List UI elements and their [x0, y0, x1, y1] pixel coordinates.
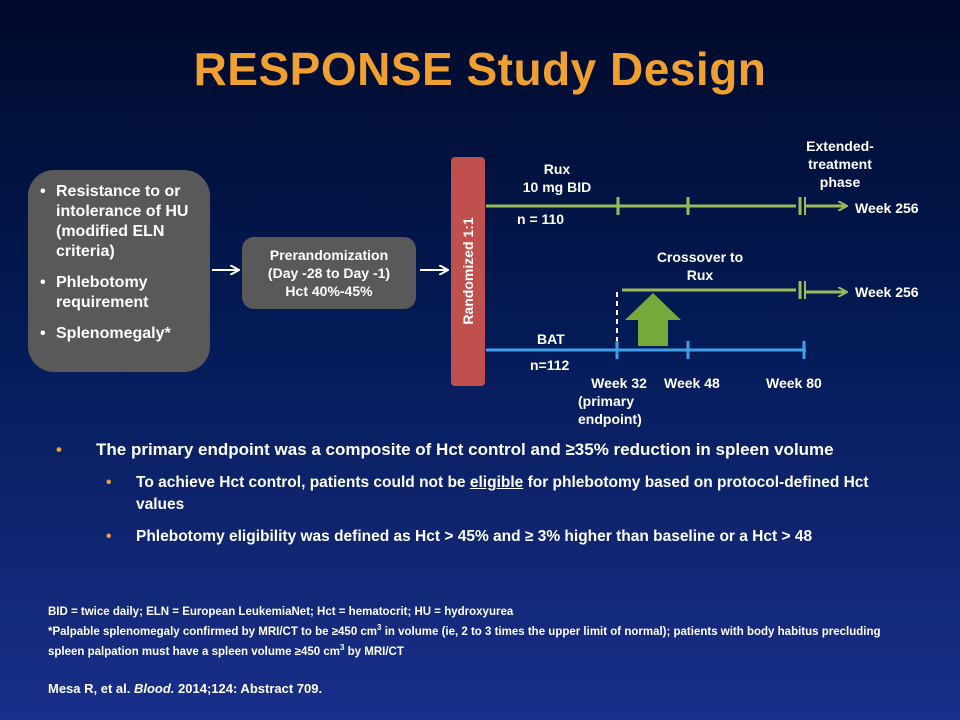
prerand-line: Prerandomization [269, 247, 389, 263]
week32-line: endpoint) [578, 411, 642, 427]
slide-title: RESPONSE Study Design [193, 43, 767, 95]
prerand-line: (Day -28 to Day -1) [267, 265, 391, 281]
rux-week256-label: Week 256 [855, 200, 919, 216]
citation: Mesa R, et al. Blood. 2014;124: Abstract… [48, 681, 322, 696]
bullet-text: To achieve Hct control, patients could n… [136, 474, 470, 491]
primary-endpoint-bullet: The primary endpoint was a composite of … [56, 438, 916, 462]
extended-line: Extended- [806, 138, 874, 154]
prerandomization-box: Prerandomization (Day -28 to Day -1) Hct… [242, 237, 416, 309]
rux-name: Rux [543, 161, 571, 177]
eligibility-criteria-box: Resistance to or intolerance of HU (modi… [28, 170, 210, 372]
rux-dose: 10 mg BID [522, 179, 592, 195]
week32-line: Week 32 [591, 375, 647, 391]
criteria-item: Phlebotomy requirement [36, 273, 200, 313]
footnotes: BID = twice daily; ELN = European Leukem… [48, 604, 908, 660]
bat-arm-label: BAT [537, 331, 565, 347]
bat-n-label: n=112 [530, 357, 570, 373]
week32-line: (primary [578, 393, 635, 409]
crossover-up-arrow [625, 293, 681, 346]
eligible-underlined: eligible [469, 474, 524, 491]
rux-n-label: n = 110 [517, 211, 565, 227]
week32-label: Week 32 (primary endpoint) [574, 374, 664, 428]
extended-line: treatment [808, 156, 872, 172]
prerand-line: Hct 40%-45% [285, 283, 373, 299]
week48-label: Week 48 [664, 375, 720, 391]
randomized-box [451, 157, 485, 386]
footnote-text: by MRI/CT [344, 645, 404, 658]
citation-authors: Mesa R, et al. [48, 681, 134, 696]
splenomegaly-footnote: *Palpable splenomegaly confirmed by MRI/… [48, 620, 908, 660]
endpoint-bullets: The primary endpoint was a composite of … [56, 438, 916, 548]
rux-arm-label: Rux 10 mg BID [508, 160, 606, 196]
crossover-line1: Crossover to [656, 249, 744, 265]
crossover-week256-label: Week 256 [855, 284, 919, 300]
extended-phase-label: Extended- treatment phase [790, 137, 890, 191]
criteria-item: Splenomegaly* [36, 324, 200, 344]
footnote-text: *Palpable splenomegaly confirmed by MRI/… [48, 625, 378, 638]
abbreviations-footnote: BID = twice daily; ELN = European Leukem… [48, 606, 514, 618]
phlebotomy-eligibility-bullet: Phlebotomy eligibility was defined as Hc… [106, 526, 876, 548]
crossover-label: Crossover to Rux [640, 248, 760, 284]
hct-control-bullet: To achieve Hct control, patients could n… [106, 472, 876, 516]
week80-label: Week 80 [766, 375, 822, 391]
citation-journal: Blood. [133, 681, 175, 696]
criteria-item: Resistance to or intolerance of HU (modi… [36, 182, 200, 262]
crossover-line2: Rux [686, 267, 714, 283]
bullet-text: for phlebotomy based on protocol-defined… [136, 474, 869, 513]
superscript: 3 [340, 642, 345, 652]
footnote-text: in volume (ie, 2 to 3 times the upper li… [48, 625, 881, 658]
extended-line: phase [819, 174, 861, 190]
superscript: 3 [377, 623, 382, 632]
citation-details: 2014;124: Abstract 709. [174, 681, 323, 696]
